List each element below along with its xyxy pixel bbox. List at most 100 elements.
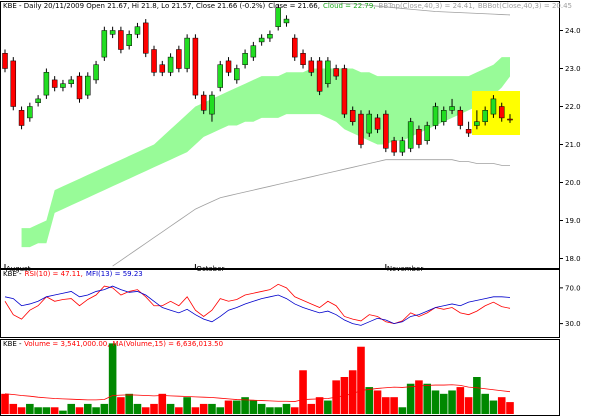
volume-bar — [241, 397, 249, 414]
volume-bar — [50, 407, 59, 414]
candle-body — [325, 60, 331, 84]
volume-layer — [1, 343, 514, 414]
legend-rsi: RSI(10) = 47.11, — [25, 270, 83, 278]
x-tick-label: August — [6, 265, 31, 273]
price-title: KBE - Daily 20/11/2009 Open 21.67, Hi 21… — [3, 2, 266, 10]
candle-body — [333, 68, 339, 77]
candle-body — [118, 30, 124, 50]
candle-body — [366, 113, 373, 134]
candle-body — [300, 53, 306, 65]
candle-body — [490, 98, 497, 115]
volume-bar — [439, 393, 448, 414]
volume-bar — [150, 403, 158, 414]
candle-body — [341, 68, 348, 115]
y-tick-label: 19.0 — [565, 217, 581, 225]
legend-bbtop: BBTop(Close,40,3) = 24.41, — [379, 2, 475, 10]
volume-bar — [166, 403, 175, 414]
candle-body — [267, 34, 273, 39]
volume-bar — [42, 407, 51, 414]
candle-body — [209, 94, 215, 115]
y-tick-label: 22.0 — [565, 103, 581, 111]
candle-body — [383, 113, 389, 149]
candle-body — [498, 106, 505, 119]
candle-body — [482, 110, 488, 122]
candle-body — [457, 110, 464, 126]
candle-body — [250, 45, 257, 58]
rsi-title: KBE - — [3, 270, 22, 278]
volume-bar — [249, 400, 258, 414]
candle-body — [234, 68, 240, 81]
candle-body — [242, 53, 248, 65]
legend-mfi: MFI(13) = 59.23 — [86, 270, 143, 278]
volume-bar — [274, 407, 282, 414]
volume-bar — [398, 407, 407, 414]
volume-bar — [100, 403, 109, 414]
price-header: KBE - Daily 20/11/2009 Open 21.67, Hi 21… — [3, 2, 572, 10]
volume-bar — [26, 403, 34, 414]
candle-body — [134, 26, 141, 35]
candle-body — [308, 60, 315, 73]
cloud-layer — [21, 57, 511, 248]
volume-bar — [464, 397, 473, 414]
candle-body — [292, 37, 298, 58]
price-layer — [2, 2, 513, 267]
volume-bar — [125, 393, 133, 414]
volume-bar — [299, 370, 307, 414]
volume-bar — [133, 403, 142, 414]
legend-bbbot: BBBot(Close,40,3) = 20.45 — [478, 2, 572, 10]
volume-bar — [497, 397, 506, 414]
price-frame — [0, 1, 560, 269]
volume-bar — [1, 393, 9, 414]
y-tick-label: 24.0 — [565, 27, 581, 35]
volume-bar — [456, 387, 465, 414]
candle-body — [51, 79, 58, 88]
candle-body — [358, 113, 364, 145]
volume-bar — [506, 402, 514, 414]
candle-body — [142, 22, 149, 54]
candle-body — [416, 129, 422, 145]
volume-bar — [481, 393, 489, 414]
candle-body — [159, 64, 166, 73]
x-tick-label: October — [196, 265, 224, 273]
candle-body — [167, 56, 174, 73]
volume-bar — [224, 400, 233, 414]
volume-bar — [34, 407, 42, 414]
candle-body — [35, 98, 41, 103]
candle-body — [441, 110, 447, 122]
candle-body — [316, 60, 323, 92]
candle-body — [27, 106, 33, 119]
candle-body — [85, 75, 91, 96]
candle-body — [76, 75, 83, 100]
volume-bar — [489, 400, 498, 414]
y-tick-label: 23.0 — [565, 65, 581, 73]
volume-bar — [290, 407, 299, 414]
candle-body — [407, 121, 414, 149]
volume-bar — [67, 403, 76, 414]
candle-body — [275, 7, 281, 27]
volume-bar — [415, 380, 423, 414]
cloud — [21, 57, 511, 248]
volume-bar — [108, 343, 117, 414]
volume-bar — [117, 397, 125, 414]
volume-bar — [390, 397, 398, 414]
candle-body — [217, 64, 223, 88]
candle-body — [349, 110, 356, 122]
candle-body — [2, 53, 8, 69]
candle-body — [258, 37, 265, 43]
volume-bar — [9, 403, 18, 414]
candle-body — [151, 49, 157, 73]
y-tick-label: 21.0 — [565, 141, 581, 149]
y-tick-label: 30.0 — [565, 320, 581, 328]
volume-bar — [208, 403, 216, 414]
candle-body — [424, 125, 430, 141]
candle-body — [391, 140, 397, 153]
candle-body — [432, 106, 439, 126]
indicator-line — [4, 283, 511, 325]
volume-bar — [448, 390, 456, 414]
candle-body — [200, 94, 207, 111]
volume-bar — [315, 397, 324, 414]
indicator-line — [4, 285, 511, 326]
band-line — [327, 2, 511, 16]
candle-body — [225, 60, 232, 73]
